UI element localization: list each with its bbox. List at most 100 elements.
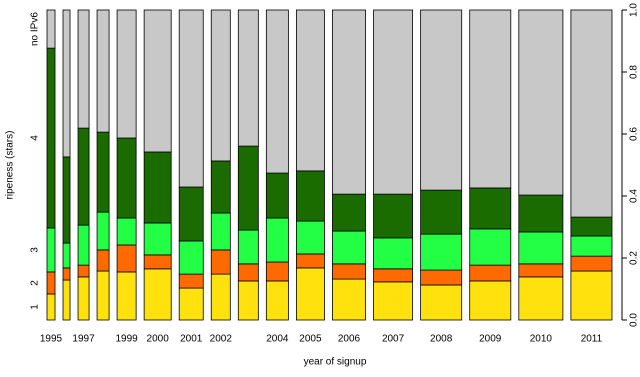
bar-segment: [469, 280, 512, 321]
bar-segment: [295, 170, 325, 222]
bar-segment: [570, 9, 613, 218]
bar-segment: [96, 211, 110, 251]
x-tick-label: 2011: [581, 334, 603, 345]
bar-segment: [295, 220, 325, 255]
bar-segment: [77, 224, 90, 266]
x-tick-label: 2010: [530, 334, 553, 345]
y-level-label: no IPv6: [30, 12, 41, 46]
bar-segment: [143, 268, 172, 321]
bar-segment: [469, 228, 512, 266]
y-tick-label: 1.0: [629, 3, 640, 17]
bar-segment: [518, 194, 564, 233]
bar-segment: [96, 270, 110, 321]
bar-segment: [469, 264, 512, 282]
bar-segment: [332, 193, 366, 232]
bar-segment: [469, 187, 512, 230]
bar-segment: [46, 271, 56, 295]
bar-segment: [295, 253, 325, 269]
bar-segment: [178, 287, 204, 321]
bar-segment: [62, 267, 71, 281]
x-tick-label: 1997: [72, 334, 95, 345]
bar-segment: [116, 244, 137, 273]
bar-segment: [62, 279, 71, 321]
y-level-label: 1: [30, 304, 41, 310]
y-tick-label: 0.2: [629, 251, 640, 265]
bar-segment: [518, 9, 564, 196]
y-level-label: 4: [30, 135, 41, 141]
bar-segment: [237, 263, 259, 282]
bar-segment: [210, 9, 231, 162]
bar-segment: [178, 9, 204, 188]
bar-segment: [143, 254, 172, 270]
bar-segment: [178, 273, 204, 289]
bar-segment: [373, 193, 414, 239]
bar-segment: [46, 227, 56, 273]
bar-segment: [143, 9, 172, 153]
y-tick-label: 0.4: [629, 189, 640, 203]
bar-segment: [77, 9, 90, 129]
x-tick-label: 2000: [147, 334, 170, 345]
bar-segment: [295, 267, 325, 321]
bar-segment: [62, 156, 71, 244]
bar-segment: [373, 9, 414, 195]
bar-segment: [295, 9, 325, 172]
bar-segment: [116, 137, 137, 219]
bar-segment: [265, 172, 289, 219]
bar-segment: [332, 263, 366, 280]
bar-segment: [210, 160, 231, 214]
x-tick-label: 2008: [430, 334, 453, 345]
bar-segment: [210, 212, 231, 251]
bar-segment: [420, 233, 463, 271]
bar-segment: [332, 9, 366, 195]
bar-segment: [518, 263, 564, 278]
bar-segment: [116, 9, 137, 139]
bar-segment: [373, 281, 414, 321]
x-tick-label: 2007: [382, 334, 405, 345]
y-tick-label: 0.0: [629, 313, 640, 327]
bar-segment: [469, 9, 512, 189]
bar-segment: [518, 231, 564, 265]
bar-segment: [373, 237, 414, 270]
bar-segment: [570, 235, 613, 257]
bar-segment: [518, 276, 564, 321]
bar-segment: [96, 9, 110, 133]
bar-segment: [143, 222, 172, 256]
bar-segment: [96, 249, 110, 272]
bar-segment: [116, 217, 137, 246]
bar-segment: [570, 255, 613, 272]
bar-segment: [143, 151, 172, 224]
bar-segment: [77, 276, 90, 321]
bar-segment: [46, 9, 56, 49]
x-tick-label: 2009: [479, 334, 502, 345]
bar-segment: [46, 47, 56, 229]
x-tick-label: 2004: [266, 334, 289, 345]
bar-segment: [46, 293, 56, 321]
bar-segment: [62, 242, 71, 269]
x-tick-label: 2006: [338, 334, 361, 345]
x-tick-label: 2005: [299, 334, 322, 345]
x-tick-label: 2002: [210, 334, 233, 345]
y-axis-label: ripeness (stars): [5, 131, 16, 200]
bar-segment: [210, 249, 231, 275]
bar-segment: [420, 189, 463, 235]
bar-segment: [237, 280, 259, 321]
x-tick-label: 2001: [180, 334, 203, 345]
bar-segment: [265, 261, 289, 282]
y-tick-label: 0.6: [629, 127, 640, 141]
bar-segment: [265, 217, 289, 263]
x-tick-label: 1999: [115, 334, 138, 345]
bar-segment: [178, 240, 204, 275]
bar-segment: [237, 9, 259, 147]
y-tick-label: 0.8: [629, 65, 640, 79]
bar-segment: [116, 271, 137, 321]
bar-segment: [237, 229, 259, 265]
bar-segment: [420, 284, 463, 321]
x-tick-label: 1995: [40, 334, 63, 345]
bar-segment: [77, 264, 90, 278]
bar-segment: [420, 269, 463, 286]
bar-segment: [332, 278, 366, 321]
y-level-label: 2: [30, 280, 41, 286]
bar-segment: [332, 230, 366, 265]
y-level-label: 3: [30, 247, 41, 253]
x-axis-label: year of signup: [304, 357, 367, 368]
